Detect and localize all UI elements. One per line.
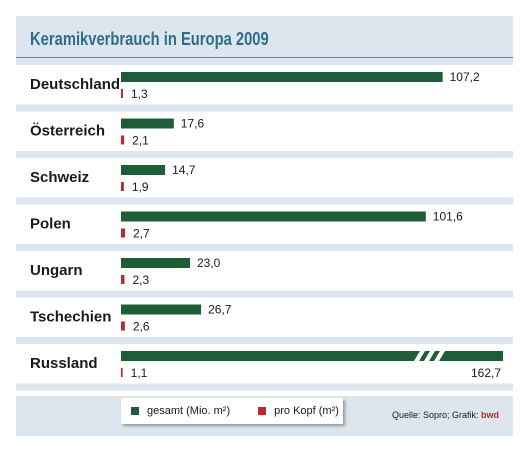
bar-total-russland xyxy=(121,351,503,361)
bar-total-tschechien xyxy=(121,304,202,315)
value-label-per-capita-polen: 2,7 xyxy=(133,227,150,241)
bar-chart: Deutschland 107,2 1,3 Österreich 17,6 2,1 Schw… xyxy=(16,65,513,397)
row-band-niederlande xyxy=(16,390,513,396)
value-label-total-oesterreich: 17,6 xyxy=(181,117,205,131)
axis-break-mark-3 xyxy=(434,351,445,361)
value-label-total-russland: 162,7 xyxy=(471,366,501,380)
axis-break-mark-2 xyxy=(424,351,435,361)
title-divider xyxy=(16,57,513,58)
value-label-total-schweiz: 14,7 xyxy=(172,163,196,177)
row-band-tschechien xyxy=(16,297,513,337)
category-label-russland: Russland xyxy=(30,355,98,372)
row-band-ungarn xyxy=(16,251,513,291)
legend: gesamt (Mio. m²) pro Kopf (m²) xyxy=(121,398,343,424)
value-label-total-niederlande: 27,4 xyxy=(210,396,234,397)
legend-swatch-per-capita xyxy=(258,407,267,415)
bar-total-deutschland xyxy=(121,72,443,82)
bar-per-capita-schweiz xyxy=(121,182,124,191)
value-label-per-capita-russland: 1,1 xyxy=(131,366,148,380)
bar-total-ungarn xyxy=(121,258,190,268)
chart-title: Keramikverbrauch in Europa 2009 xyxy=(30,29,269,49)
value-label-per-capita-ungarn: 2,3 xyxy=(132,273,149,287)
axis-break-mark-1 xyxy=(414,351,425,361)
bar-per-capita-oesterreich xyxy=(121,135,125,145)
bar-per-capita-tschechien xyxy=(121,321,125,331)
legend-item-total: gesamt (Mio. m²) xyxy=(131,405,230,417)
row-band-russland xyxy=(16,344,513,384)
value-label-total-deutschland: 107,2 xyxy=(450,70,480,84)
bar-per-capita-deutschland xyxy=(121,89,123,98)
bar-total-schweiz xyxy=(121,165,166,175)
row-band-polen xyxy=(16,204,513,244)
category-label-schweiz: Schweiz xyxy=(30,169,89,186)
legend-swatch-total xyxy=(131,407,139,415)
category-label-polen: Polen xyxy=(30,216,71,233)
source-note: Quelle: Sopro; Grafik: bwd xyxy=(392,410,499,420)
bar-per-capita-russland xyxy=(121,368,123,377)
row-band-oesterreich xyxy=(16,111,513,151)
value-label-per-capita-tschechien: 2,6 xyxy=(133,320,150,334)
bar-per-capita-ungarn xyxy=(121,275,125,284)
row-band-schweiz xyxy=(16,158,513,198)
bar-total-polen xyxy=(121,211,426,222)
category-label-deutschland: Deutschland xyxy=(30,76,120,93)
bar-total-oesterreich xyxy=(121,118,174,129)
value-label-per-capita-deutschland: 1,3 xyxy=(131,87,148,101)
row-band-deutschland xyxy=(16,65,513,105)
value-label-total-ungarn: 23,0 xyxy=(197,256,221,270)
source-text: Quelle: Sopro; Grafik: xyxy=(391,410,481,420)
legend-item-per-capita: pro Kopf (m²) xyxy=(258,405,339,417)
value-label-per-capita-schweiz: 1,9 xyxy=(132,180,149,194)
bar-per-capita-polen xyxy=(121,228,126,238)
legend-label-total: gesamt (Mio. m²) xyxy=(147,405,231,417)
source-brand: bwd xyxy=(481,410,499,420)
category-label-tschechien: Tschechien xyxy=(30,309,111,326)
value-label-per-capita-oesterreich: 2,1 xyxy=(132,134,149,148)
legend-label-per-capita: pro Kopf (m²) xyxy=(274,405,339,417)
category-label-oesterreich: Österreich xyxy=(30,123,105,140)
chart-panel: Keramikverbrauch in Europa 2009 Deutschl… xyxy=(16,16,513,436)
value-label-total-polen: 101,6 xyxy=(433,210,463,224)
value-label-total-tschechien: 26,7 xyxy=(208,303,232,317)
category-label-ungarn: Ungarn xyxy=(30,262,83,279)
